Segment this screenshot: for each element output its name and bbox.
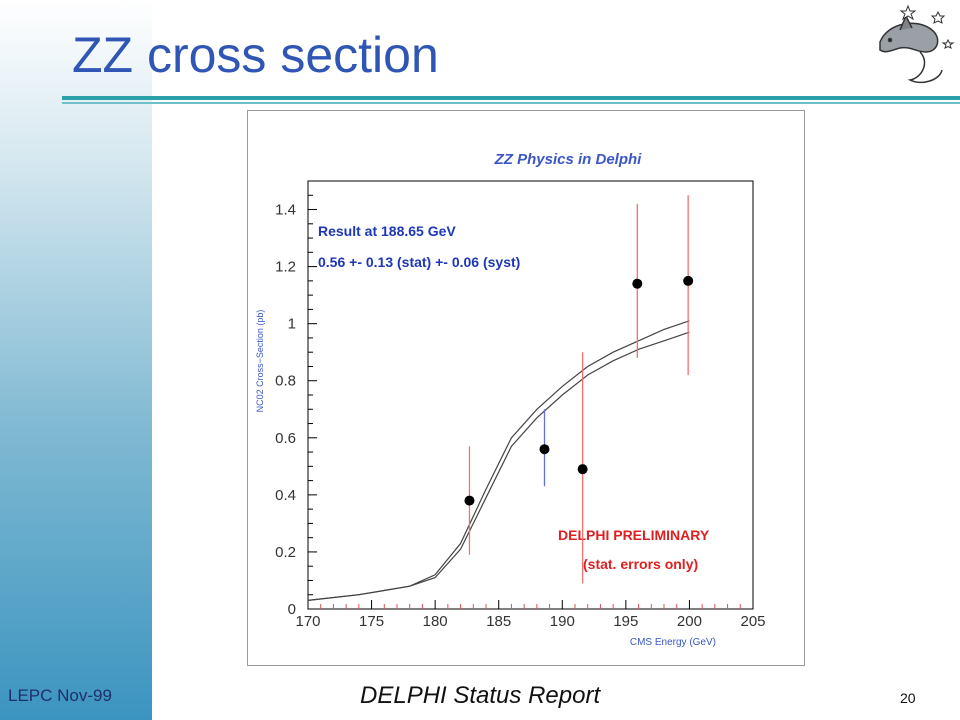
chart-frame: ZZ Physics in Delphi NC02 Cross−Section … [247, 110, 805, 666]
result-annotation-line2: 0.56 +- 0.13 (stat) +- 0.06 (syst) [318, 254, 520, 270]
slide-title: ZZ cross section [72, 27, 439, 83]
y-axis-label: NC02 Cross−Section (pb) [255, 310, 265, 413]
title-rule [62, 96, 960, 100]
chart-title: ZZ Physics in Delphi [494, 151, 643, 168]
y-tick-label: 0.6 [275, 430, 296, 447]
x-tick-label: 170 [295, 613, 320, 630]
y-tick-label: 0.2 [275, 544, 296, 561]
zz-cross-section-chart: ZZ Physics in Delphi NC02 Cross−Section … [255, 151, 766, 648]
theory-curve [307, 331, 690, 601]
y-tick-label: 1.4 [275, 202, 296, 219]
footer-report-title: DELPHI Status Report [360, 682, 601, 709]
page-number: 20 [900, 690, 916, 706]
x-tick-label: 205 [740, 613, 765, 630]
y-tick-label: 0 [288, 601, 296, 618]
preliminary-label: DELPHI PRELIMINARY [558, 527, 710, 543]
title-rule-thin [62, 102, 960, 104]
x-tick-label: 180 [423, 613, 448, 630]
x-tick-label: 190 [550, 613, 575, 630]
x-tick-label: 200 [677, 613, 702, 630]
side-gradient-band [0, 0, 152, 720]
footer-conference: LEPC Nov-99 [8, 686, 112, 705]
x-tick-label: 175 [359, 613, 384, 630]
data-point [683, 275, 694, 286]
y-tick-label: 1.2 [275, 259, 296, 276]
y-tick-label: 0.8 [275, 373, 296, 390]
y-tick-label: 0.4 [275, 487, 296, 504]
y-tick-label: 1 [288, 316, 296, 333]
data-point [632, 278, 643, 289]
data-point [539, 444, 550, 455]
data-point [464, 495, 475, 506]
plot-area-box [307, 180, 754, 610]
result-annotation-line1: Result at 188.65 GeV [318, 223, 456, 239]
x-tick-label: 185 [486, 613, 511, 630]
x-tick-label: 195 [613, 613, 638, 630]
data-point [577, 464, 588, 475]
x-axis-label: CMS Energy (GeV) [630, 637, 716, 648]
dolphin-logo-icon [879, 4, 955, 84]
stat-errors-note: (stat. errors only) [583, 556, 698, 572]
